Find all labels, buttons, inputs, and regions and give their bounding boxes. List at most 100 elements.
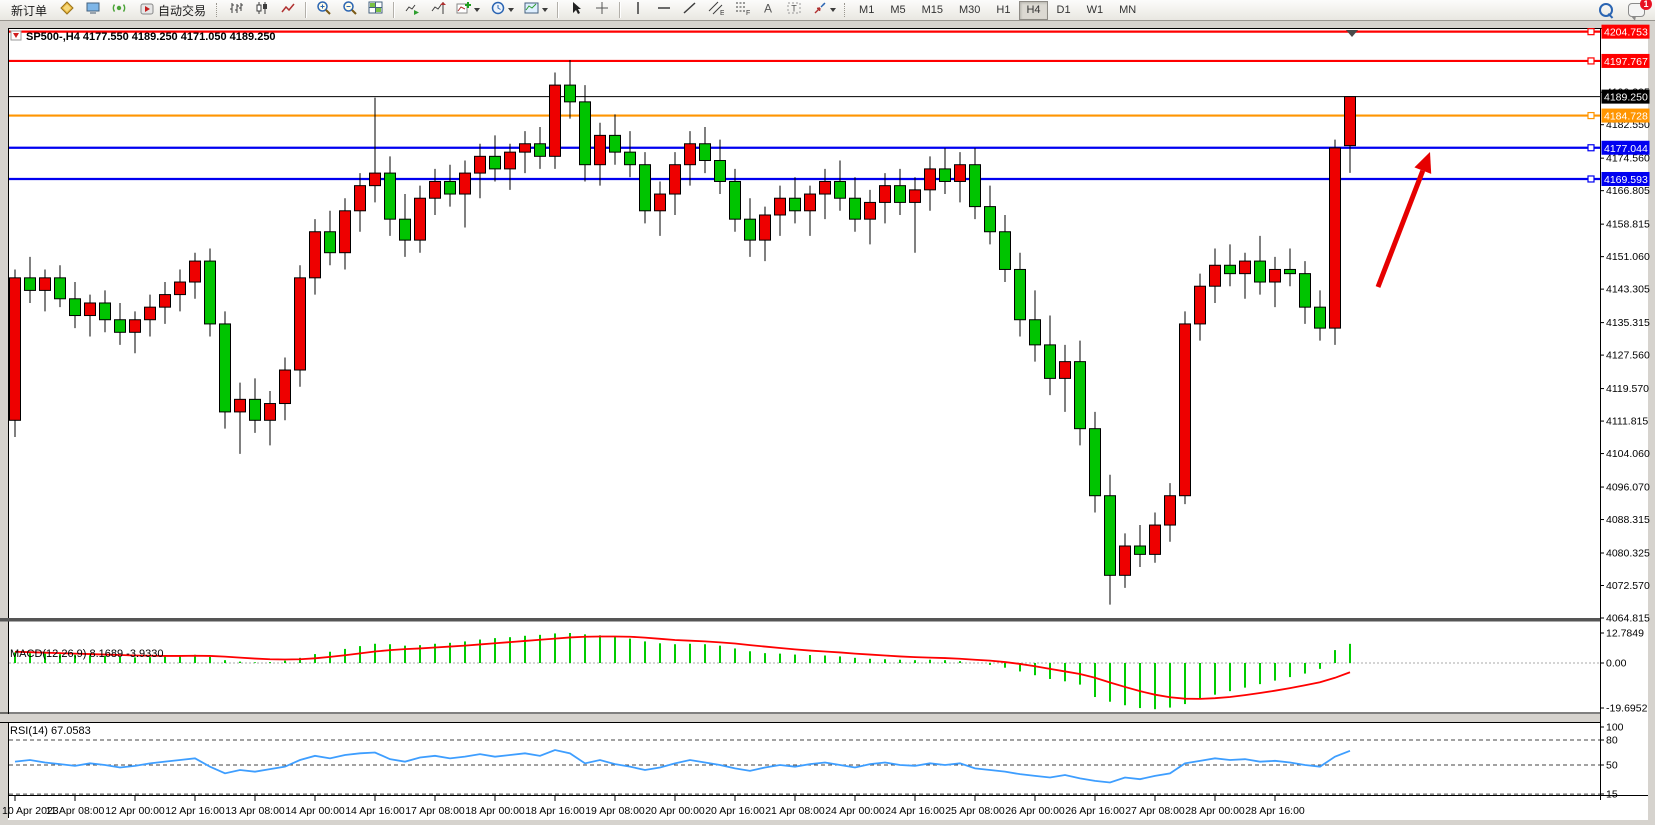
timeframe-button-h4[interactable]: H4 (1019, 0, 1048, 20)
timeframe-button-m1[interactable]: M1 (859, 4, 875, 16)
annotation-arrow-head[interactable] (1414, 152, 1432, 174)
indicators-dropdown-arrow[interactable] (474, 8, 481, 12)
chart-area[interactable]: SP500-,H4 4177.550 4189.250 4171.050 418… (0, 21, 1655, 825)
annotation-arrow-line[interactable] (1375, 169, 1426, 288)
line-handle[interactable] (1587, 57, 1595, 65)
timeframe-button-d1[interactable]: D1 (1056, 4, 1071, 16)
chart-shift-marker[interactable] (1346, 30, 1358, 37)
time-label: 14 Apr 16:00 (345, 805, 405, 817)
candle-body (684, 143, 696, 166)
line-handle[interactable] (1587, 111, 1595, 120)
macd-tick-label: 12.7849 (1606, 627, 1644, 639)
autotrading-button[interactable]: 自动交易 (133, 0, 212, 20)
candle-body (1344, 96, 1356, 147)
time-label: 19 Apr 08:00 (585, 805, 645, 817)
crosshair-button[interactable] (590, 0, 614, 20)
vertical-line-button[interactable] (626, 0, 650, 20)
fibonacci-icon: F (734, 0, 750, 21)
candle-body (174, 281, 186, 296)
time-label: 27 Apr 08:00 (1125, 805, 1185, 817)
text-button[interactable]: A (756, 0, 780, 20)
chart-shift-button[interactable] (426, 0, 450, 20)
horizontal-line-button[interactable] (652, 0, 676, 20)
candle-body (249, 398, 261, 421)
candle-body (219, 323, 231, 413)
indicators-button[interactable] (452, 0, 484, 20)
time-label: 18 Apr 16:00 (525, 805, 585, 817)
candlestick-chart-button[interactable] (250, 0, 274, 20)
price-tick-label: 4143.305 (1606, 284, 1650, 296)
candle-body (1164, 495, 1176, 526)
candle-body (609, 134, 621, 153)
zoom-out-icon (342, 0, 358, 21)
timeframe-button-mn[interactable]: MN (1119, 4, 1137, 16)
crosshair-icon (594, 0, 610, 21)
timeframe-button-w1[interactable]: W1 (1086, 4, 1104, 16)
candle-body (864, 201, 876, 220)
window-bottom-strip (0, 820, 1655, 825)
timeframe-button-m5[interactable]: M5 (890, 4, 906, 16)
candle-body (1134, 545, 1146, 555)
price-tick-label: 4119.570 (1606, 383, 1649, 395)
candle-body (279, 369, 291, 405)
line-chart-button[interactable] (276, 0, 300, 20)
line-handle[interactable] (1587, 175, 1595, 183)
candle-body (354, 185, 366, 212)
zoom-in-button[interactable] (312, 0, 336, 20)
rsi-tick-label: 15 (1606, 789, 1618, 801)
templates-dropdown-arrow[interactable] (542, 8, 549, 12)
macd-signal-line (14, 635, 1351, 700)
candle-body (234, 398, 246, 413)
panel-divider[interactable] (0, 618, 1600, 622)
timeframe-button-m15[interactable]: M15 (921, 4, 943, 16)
svg-text:E: E (720, 10, 724, 16)
candle-body (834, 180, 846, 199)
zoom-out-button[interactable] (338, 0, 362, 20)
bar-chart-button[interactable] (224, 0, 248, 20)
search-button[interactable] (1595, 0, 1617, 20)
auto-scroll-icon (404, 0, 420, 21)
autotrading-label: 自动交易 (158, 3, 207, 18)
timeframe-button-m30[interactable]: M30 (959, 4, 981, 16)
fibonacci-button[interactable]: F (730, 0, 754, 20)
cursor-button[interactable] (564, 0, 588, 20)
auto-scroll-button[interactable] (400, 0, 424, 20)
new-order-button[interactable]: 新订单 (11, 3, 48, 18)
arrows-button[interactable] (808, 0, 840, 20)
toolbar-grip (216, 3, 220, 17)
candle-body (1044, 344, 1056, 379)
periods-dropdown-arrow[interactable] (508, 8, 515, 12)
line-handle[interactable] (1587, 28, 1595, 36)
toolbar-separator (393, 2, 396, 18)
candle-body (339, 210, 351, 254)
equidistant-channel-button[interactable]: E (704, 0, 728, 20)
candlestick-chart-icon (254, 0, 270, 21)
templates-button[interactable] (520, 0, 552, 20)
metaeditor-button[interactable] (55, 0, 79, 20)
candle-body (1074, 361, 1086, 430)
text-label-button[interactable]: T (782, 0, 806, 20)
chat-icon[interactable]: 1 (1628, 0, 1652, 21)
periods-button[interactable] (486, 0, 518, 20)
trendline-button[interactable] (678, 0, 702, 20)
timeframe-button-h1[interactable]: H1 (996, 4, 1011, 16)
arrows-dropdown-arrow[interactable] (830, 8, 837, 12)
candle-body (414, 197, 426, 241)
candle-body (504, 151, 516, 170)
candle-body (669, 164, 681, 195)
window-right-border (1648, 21, 1655, 825)
signals-button[interactable] (107, 0, 131, 20)
line-handle[interactable] (1587, 144, 1595, 152)
terminal-button[interactable] (81, 0, 105, 20)
candle-body (1224, 264, 1236, 275)
time-label: 20 Apr 16:00 (705, 805, 765, 817)
svg-text:A: A (764, 1, 772, 15)
panel-divider[interactable] (0, 714, 1600, 722)
tile-windows-button[interactable] (364, 0, 388, 20)
toolbar-separator (305, 2, 308, 18)
candle-body (1299, 273, 1311, 308)
signals-icon (111, 0, 127, 21)
candle-body (1209, 264, 1221, 287)
candle-body (1314, 306, 1326, 329)
